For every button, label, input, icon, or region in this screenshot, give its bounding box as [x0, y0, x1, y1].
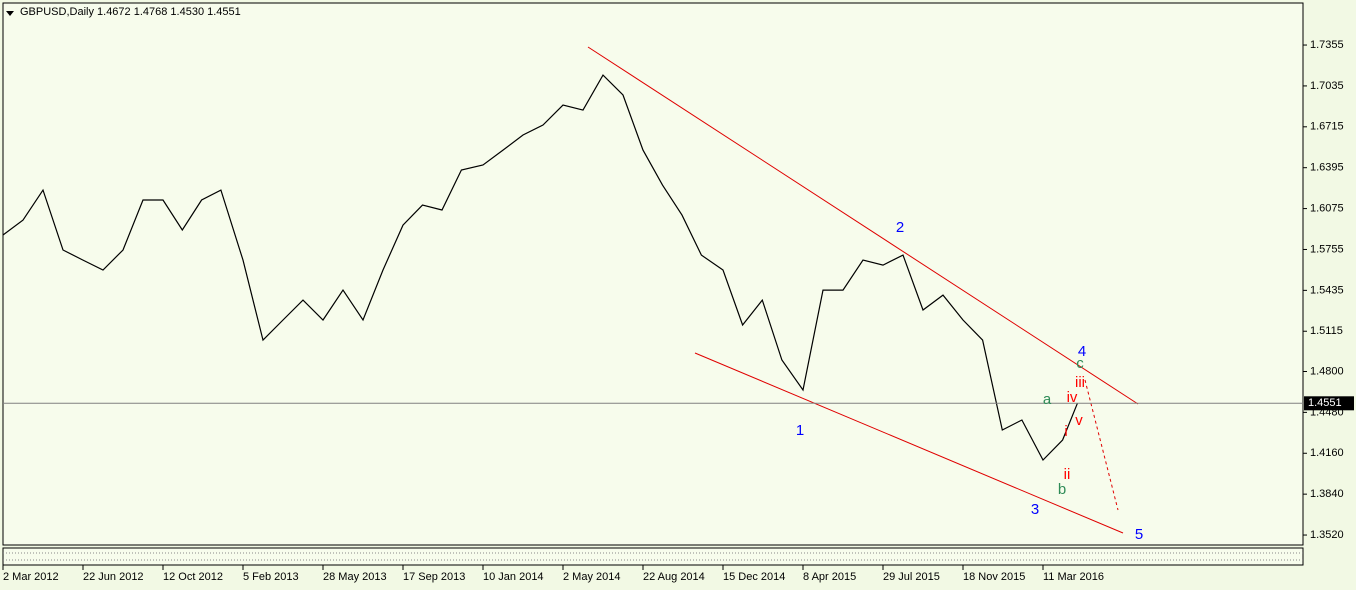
x-tick-label: 18 Nov 2015	[963, 571, 1025, 583]
y-tick-label: 1.3520	[1310, 529, 1344, 541]
x-tick-label: 22 Jun 2012	[83, 571, 144, 583]
wave-label: iii	[1075, 374, 1085, 391]
wave-label: ii	[1064, 466, 1071, 483]
wave-label: c	[1076, 355, 1084, 372]
y-tick-label: 1.6075	[1310, 202, 1344, 214]
y-tick-label: 1.5755	[1310, 243, 1344, 255]
x-tick-label: 15 Dec 2014	[723, 571, 785, 583]
wave-label: b	[1058, 481, 1066, 498]
indicator-panel	[2, 547, 1304, 566]
x-tick-label: 11 Mar 2016	[1043, 571, 1104, 583]
y-tick-label: 1.5115	[1310, 325, 1343, 337]
x-tick-label: 10 Jan 2014	[483, 571, 544, 583]
y-tick-label: 1.6395	[1310, 162, 1344, 174]
x-tick-label: 22 Aug 2014	[643, 571, 705, 583]
y-tick-label: 1.7355	[1310, 39, 1344, 51]
lower-channel	[694, 352, 1124, 534]
y-tick-label: 1.7035	[1310, 80, 1344, 92]
upper-channel	[587, 46, 1139, 405]
wave-label: 4	[1078, 343, 1086, 360]
wave-label: 2	[896, 219, 904, 236]
wave-label: 1	[796, 422, 804, 439]
y-tick-label: 1.4800	[1310, 365, 1344, 377]
y-tick-label: 1.6715	[1310, 121, 1344, 133]
current-price-label: 1.4551	[1308, 397, 1342, 409]
x-tick-label: 2 Mar 2012	[3, 571, 59, 583]
x-tick-label: 12 Oct 2012	[163, 571, 223, 583]
y-tick-label: 1.4160	[1310, 447, 1344, 459]
chart-title: GBPUSD,Daily 1.4672 1.4768 1.4530 1.4551	[20, 6, 241, 18]
price-line	[2, 74, 1078, 462]
x-tick-label: 8 Apr 2015	[803, 571, 856, 583]
wave-label: iv	[1067, 389, 1078, 406]
projection	[1084, 379, 1119, 511]
y-tick-label: 1.5435	[1310, 284, 1344, 296]
current-price-box	[1304, 396, 1354, 411]
x-tick-label: 2 May 2014	[563, 571, 620, 583]
x-tick-label: 28 May 2013	[323, 571, 387, 583]
y-tick-label: 1.3840	[1310, 488, 1344, 500]
plot-area	[2, 2, 1304, 546]
x-tick-label: 29 Jul 2015	[883, 571, 940, 583]
wave-label: v	[1075, 412, 1083, 429]
x-tick-label: 5 Feb 2013	[243, 571, 299, 583]
wave-label: i	[1064, 423, 1067, 440]
wave-label: a	[1043, 391, 1052, 408]
wave-label: 3	[1031, 501, 1039, 518]
wave-label: 5	[1135, 526, 1143, 543]
menu-icon	[6, 11, 14, 16]
x-tick-label: 17 Sep 2013	[403, 571, 465, 583]
